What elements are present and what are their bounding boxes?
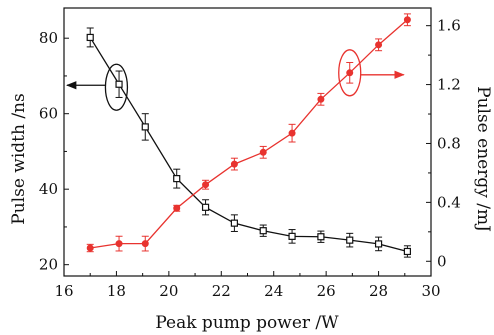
y-axis-left: 20 40 60 80 — [39, 29, 69, 274]
x-tick-label: 22 — [212, 282, 231, 300]
data-point — [259, 148, 267, 156]
data-point — [230, 160, 238, 168]
data-point — [403, 16, 411, 24]
data-point — [375, 41, 383, 49]
data-point — [86, 244, 94, 252]
x-tick-label: 24 — [264, 282, 283, 300]
y-right-tick-label: 1.6 — [437, 17, 461, 35]
data-point — [259, 227, 267, 235]
y-left-tick-label: 40 — [39, 180, 58, 198]
x-tick-label: 20 — [159, 282, 178, 300]
data-point — [346, 236, 354, 244]
y-right-tick-label: 0.4 — [437, 193, 461, 211]
y-right-tick-label: 0 — [437, 252, 447, 270]
y-axis-right: 0 0.4 0.8 1.2 1.6 — [426, 17, 461, 270]
annotation-ellipse — [338, 49, 362, 97]
data-point — [288, 232, 296, 240]
annotation-layer — [65, 49, 405, 111]
series-line — [90, 19, 408, 249]
data-point — [374, 240, 383, 248]
data-point — [141, 123, 149, 131]
data-point — [115, 80, 123, 88]
y-axis-left-title: Pulse width /ns — [9, 93, 29, 224]
data-point — [403, 247, 412, 256]
annotation-left-axis — [65, 63, 129, 111]
data-point — [288, 129, 296, 137]
y-left-tick-label: 80 — [39, 29, 58, 47]
y-right-tick-label: 0.8 — [437, 134, 461, 152]
data-point — [115, 240, 123, 248]
x-axis-title: Peak pump power /W — [155, 313, 339, 333]
y-left-tick-label: 60 — [39, 105, 58, 123]
x-tick-label: 18 — [107, 282, 126, 300]
y-left-tick-label: 20 — [39, 256, 58, 274]
data-point — [202, 181, 210, 189]
x-tick-label: 16 — [54, 282, 73, 300]
data-point — [173, 175, 181, 183]
series-pulse-energy — [86, 13, 411, 253]
x-tick-label: 26 — [317, 282, 336, 300]
data-point — [346, 69, 354, 77]
data-point — [317, 95, 325, 103]
data-point — [317, 233, 325, 241]
data-point — [86, 33, 94, 42]
annotation-right-axis — [338, 49, 405, 97]
x-axis: 16 18 20 22 24 26 28 30 — [54, 271, 441, 300]
data-point — [201, 203, 210, 211]
data-point — [173, 204, 181, 212]
x-tick-label: 28 — [369, 282, 388, 300]
data-point — [141, 240, 149, 248]
x-tick-label: 30 — [421, 282, 440, 300]
y-right-tick-label: 1.2 — [437, 76, 461, 94]
series-layer — [86, 13, 412, 258]
data-point — [230, 219, 238, 227]
series-line — [89, 37, 408, 253]
series-pulse-width — [86, 27, 412, 258]
annotation-ellipse — [104, 63, 129, 111]
y-axis-right-title: Pulse energy /mJ — [473, 86, 493, 232]
